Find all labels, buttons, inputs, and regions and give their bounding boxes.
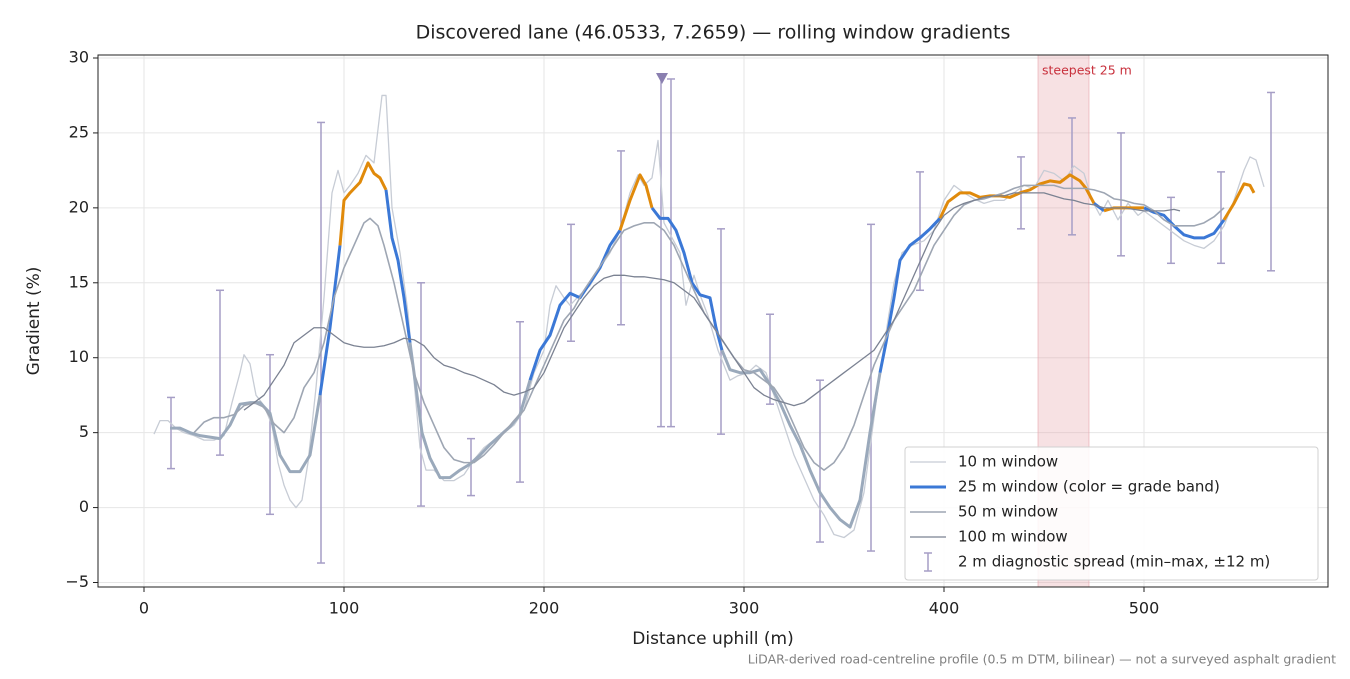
highlight-label: steepest 25 m: [1042, 63, 1132, 78]
series-line: [170, 394, 322, 474]
y-tick-label: 30: [69, 47, 89, 66]
x-tick-label: 0: [139, 599, 149, 618]
series-line: [243, 192, 1181, 411]
y-tick-label: 15: [69, 272, 89, 291]
series-line: [384, 189, 412, 343]
series-line: [720, 349, 882, 529]
series-line: [528, 229, 622, 381]
x-tick-label: 200: [529, 599, 560, 618]
x-tick-label: 100: [329, 599, 360, 618]
footnote: LiDAR-derived road-centreline profile (0…: [748, 652, 1336, 667]
legend-label: 10 m window: [958, 453, 1058, 471]
y-tick-label: 20: [69, 197, 89, 216]
peak-marker: [656, 72, 668, 84]
y-tick-label: 5: [79, 422, 89, 441]
plot-frame: [97, 54, 1329, 588]
x-tick-label: 400: [929, 599, 960, 618]
series-line: [650, 206, 724, 351]
y-axis-label: Gradient (%): [24, 267, 44, 376]
series-line: [318, 245, 342, 396]
legend-box: [904, 446, 1319, 581]
y-tick-label: 0: [79, 497, 89, 516]
legend-label: 50 m window: [958, 503, 1058, 521]
y-tick-label: 25: [69, 122, 89, 141]
x-tick-label: 300: [729, 599, 760, 618]
legend-label: 2 m diagnostic spread (min–max, ±12 m): [958, 553, 1270, 571]
series-line: [1222, 182, 1256, 221]
y-tick-label: −5: [65, 572, 89, 591]
series-line: [338, 161, 388, 246]
x-tick-label: 500: [1129, 599, 1160, 618]
legend-label: 25 m window (color = grade band): [958, 478, 1220, 496]
y-tick-label: 10: [69, 347, 89, 366]
chart-title: Discovered lane (46.0533, 7.2659) — roll…: [416, 22, 1011, 44]
series-line: [1093, 202, 1105, 213]
legend-label: 100 m window: [958, 528, 1068, 546]
x-axis-label: Distance uphill (m): [632, 629, 793, 649]
series-line: [618, 173, 654, 231]
